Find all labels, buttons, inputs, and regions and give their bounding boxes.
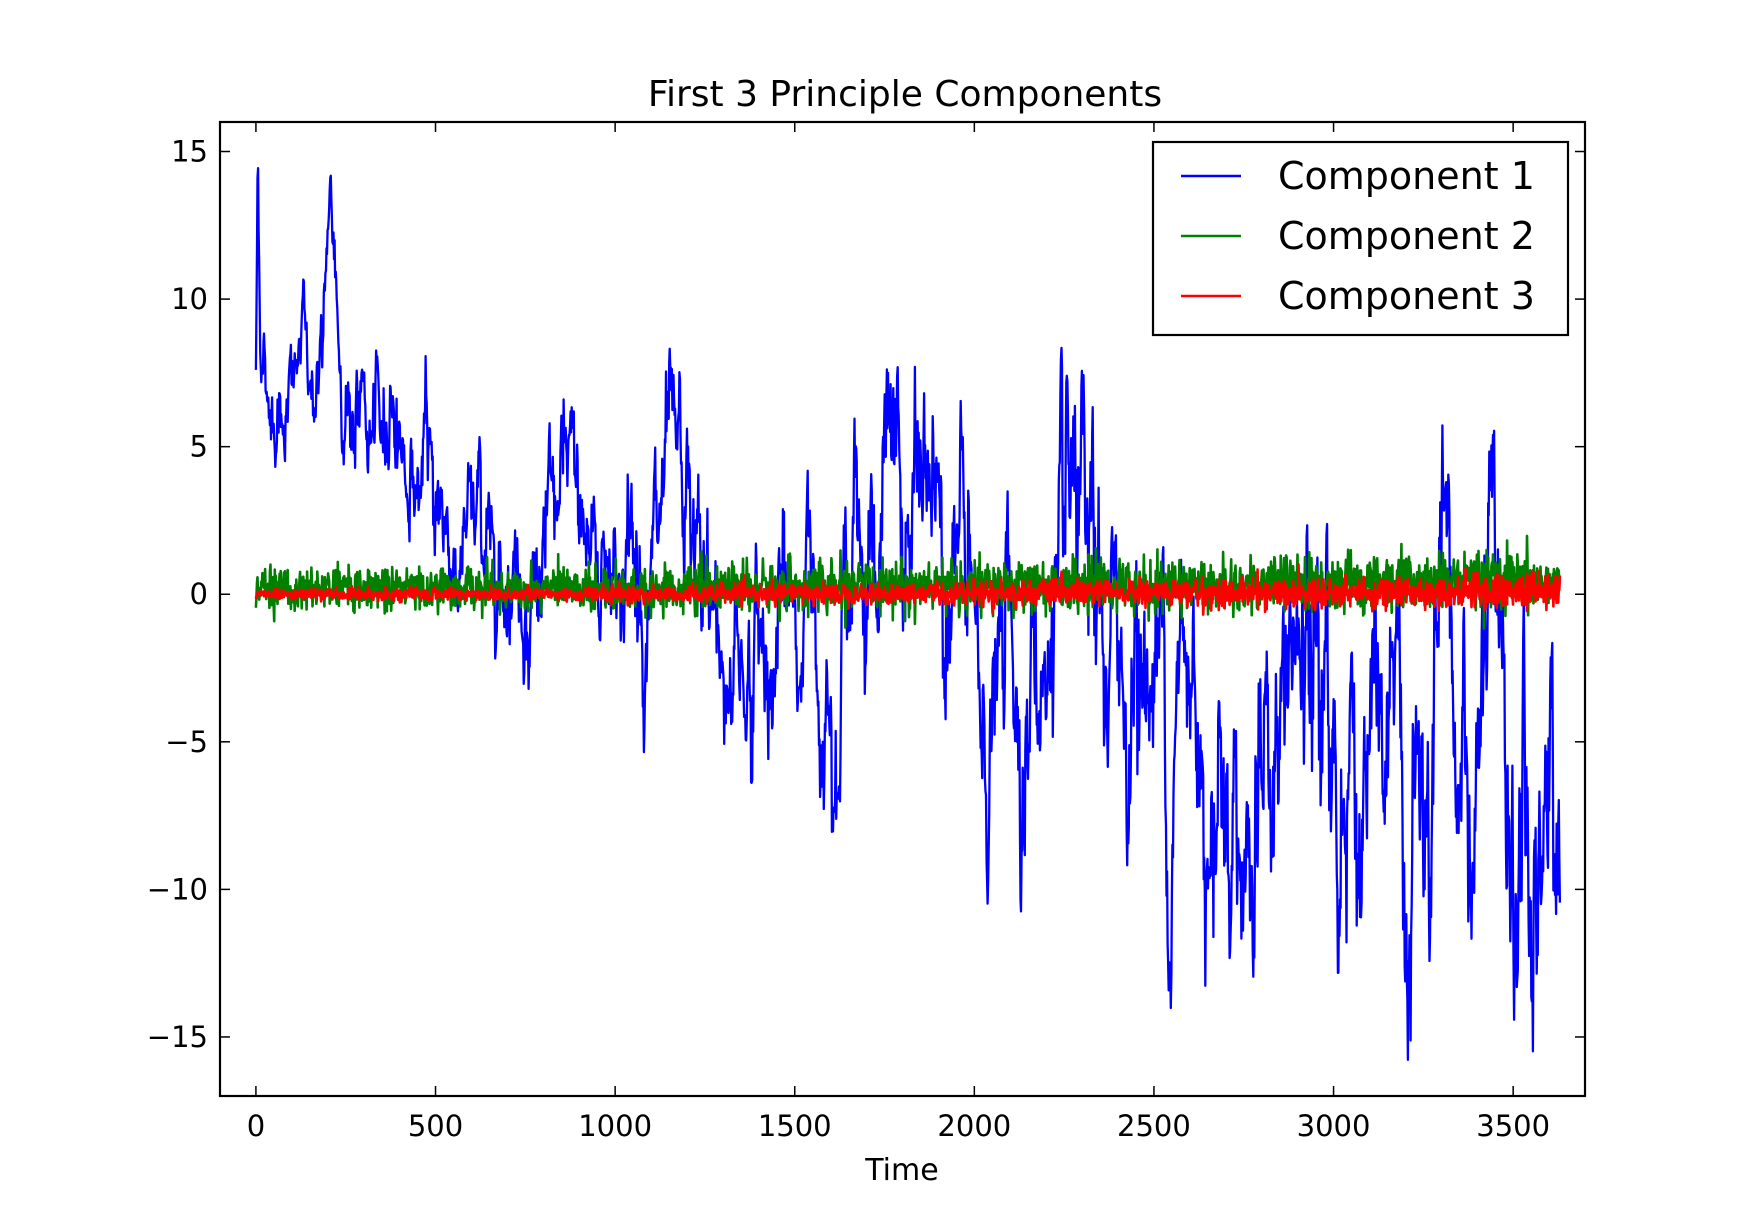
x-axis-label: Time [864,1153,938,1188]
plot-frame [218,120,1587,1098]
x-tick-label: 3500 [1476,1109,1550,1143]
series-line-1 [254,167,1562,1061]
y-tick-label: −5 [165,725,208,759]
x-tick-label: 1500 [758,1109,832,1143]
x-tick-label: 2500 [1117,1109,1191,1143]
y-tick-label: −10 [147,872,208,906]
y-tick-label: −15 [147,1020,208,1054]
y-tick-label: 5 [190,430,208,464]
x-tick-label: 500 [408,1109,463,1143]
x-tick-label: 1000 [578,1109,652,1143]
y-tick-label: 15 [171,135,208,169]
x-tick-label: 0 [247,1109,265,1143]
x-axis-ticks: 0 500 1000 1500 2000 2500 3000 3500 [247,122,1550,1143]
chart-title: First 3 Principle Components [648,74,1162,115]
series-line-3 [254,562,1562,616]
y-tick-label: 10 [171,282,208,316]
legend: Component 1 Component 2 Component 3 [1151,140,1570,337]
x-tick-label: 3000 [1297,1109,1371,1143]
legend-label-1: Component 1 [1278,154,1535,198]
series-layer [254,167,1562,1061]
legend-label-3: Component 3 [1278,274,1535,318]
legend-label-2: Component 2 [1278,214,1535,258]
legend-box [1151,140,1570,337]
y-tick-label: 0 [190,577,208,611]
y-axis-ticks: 15 10 5 0 −5 −10 −15 [147,135,1585,1054]
x-tick-label: 2000 [937,1109,1011,1143]
